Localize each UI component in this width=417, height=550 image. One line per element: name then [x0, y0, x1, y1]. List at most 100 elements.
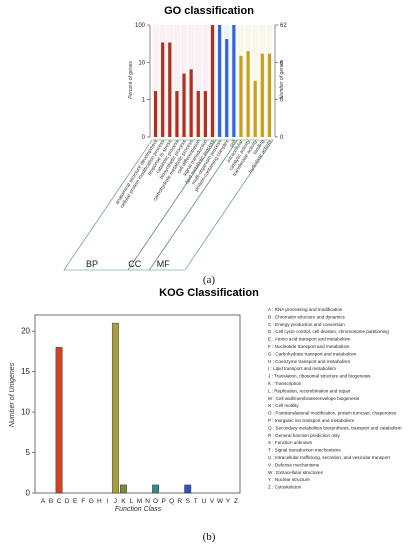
kog-x-tick-label: A — [41, 498, 46, 505]
kog-y-tick-label: 15 — [21, 367, 30, 376]
kog-legend-entry: D : Cell cycle control, cell division, c… — [268, 329, 389, 334]
go-right-tick-label: 0 — [280, 135, 284, 141]
kog-x-tick-label: U — [201, 498, 206, 505]
kog-legend-entry: K : Transcription — [268, 381, 302, 386]
kog-legend-entry: M : Cell wall/membrane/envelope biogenes… — [268, 396, 360, 401]
kog-y-axis-label: Number of Unigenes — [9, 362, 16, 427]
go-category-label: cell — [228, 139, 237, 149]
kog-legend-entry: F : Nucleotide transport and metabolism — [268, 344, 350, 349]
kog-x-tick-label: R — [177, 498, 182, 505]
kog-plot-frame — [34, 314, 241, 494]
go-right-axis-label: Number of genes — [279, 60, 285, 99]
kog-bar — [55, 347, 63, 494]
kog-bar — [111, 322, 119, 494]
kog-x-tick-label: K — [121, 498, 126, 505]
kog-legend-entry: B : Chromatin structure and dynamics — [268, 314, 346, 319]
kog-x-tick-label: T — [194, 498, 198, 505]
go-bar — [225, 39, 229, 137]
caption-a: (a) — [203, 274, 216, 285]
go-right-tick-label: 62 — [280, 23, 287, 29]
kog-legend-entry: V : Defense mechanisms — [268, 462, 320, 467]
go-column-bg — [195, 25, 202, 137]
kog-x-tick-label: O — [153, 498, 158, 505]
kog-x-tick-label: Q — [169, 498, 174, 505]
kog-x-tick-label: Y — [226, 498, 231, 505]
kog-bar — [152, 484, 159, 494]
go-left-tick-label: 1 — [142, 98, 146, 104]
kog-bars — [55, 322, 192, 494]
go-bar — [239, 55, 243, 137]
kog-legend-entry: P : Inorganic ion transport and metaboli… — [268, 418, 354, 423]
go-left-tick-label: 100 — [135, 23, 146, 29]
kog-x-tick-label: V — [210, 498, 215, 505]
kog-legend-entry: Y : Nuclear structure — [268, 477, 310, 482]
kog-legend-entry: G : Carbohydrate transport and metabolis… — [268, 351, 357, 356]
kog-legend-entry: C : Energy production and conversion — [268, 322, 345, 327]
kog-legend-entry: N : Cell motility — [268, 403, 299, 408]
kog-legend-entry: L : Replication, recombination and repai… — [268, 388, 351, 393]
kog-x-tick-label: H — [97, 498, 102, 505]
kog-legend-entry: Q : Secondary metabolites biosynthesis, … — [268, 425, 402, 430]
go-left-tick-label: 0 — [142, 135, 146, 141]
kog-legend: A : RNA processing and modification B : C… — [268, 307, 402, 490]
go-bar — [203, 91, 207, 137]
go-bar — [267, 53, 272, 138]
kog-x-tick-label: J — [114, 498, 117, 505]
kog-x-tick-label: G — [89, 498, 94, 505]
kog-legend-entry: I : Lipid transport and metabolism — [268, 366, 336, 371]
go-bar — [210, 25, 215, 137]
kog-legend-entry: E : Amino acid transport and metabolism — [268, 337, 351, 342]
go-left-axis-label: Percent of genes — [128, 61, 134, 99]
go-column-bg — [202, 25, 209, 137]
go-group-label: CC — [128, 259, 141, 269]
go-bar — [246, 51, 250, 137]
kog-x-tick-label: D — [65, 498, 70, 505]
caption-b: (b) — [203, 531, 216, 543]
kog-y-tick-label: 10 — [21, 408, 30, 417]
kog-x-tick-label: W — [217, 498, 224, 505]
go-group-label: MF — [157, 259, 170, 269]
go-bar — [182, 73, 186, 137]
kog-x-tick-label: M — [137, 498, 142, 505]
kog-legend-entry: W : Extracellular structures — [268, 470, 324, 475]
go-right-ticks: 62 6 0 0 — [275, 23, 287, 141]
go-bars — [152, 25, 273, 138]
go-right-tick-label: 0 — [280, 98, 284, 104]
go-bar — [260, 53, 264, 138]
kog-legend-entry: H : Coenzyme transport and metabolism — [268, 359, 350, 364]
kog-chart: KOG Classification Number of Unigenes Fu… — [9, 287, 402, 543]
kog-legend-entry: Z : Cytoskeleton — [268, 485, 302, 490]
kog-y-tick-label: 0 — [26, 489, 31, 498]
kog-x-tick-label: Z — [234, 498, 238, 505]
kog-legend-entry: A : RNA processing and modification — [268, 307, 343, 312]
go-column-bg — [152, 25, 159, 137]
kog-legend-entry: U : Intracellular trafficking, secretion… — [268, 455, 391, 460]
kog-x-tick-label: P — [161, 498, 165, 505]
kog-axes: 0 5 10 15 20 A B C D E F G H I J K L M N O P Q R S T U V W Y Z — [21, 314, 241, 505]
go-bar — [196, 91, 200, 137]
go-bar — [168, 42, 172, 137]
go-chart: GO classification Percent of genes Numbe… — [63, 5, 287, 285]
kog-x-tick-label: F — [81, 498, 85, 505]
kog-bar — [120, 484, 127, 494]
go-bar — [153, 91, 158, 137]
kog-legend-entry: T : Signal transduction mechanisms — [268, 448, 341, 453]
kog-x-tick-label: L — [130, 498, 134, 505]
kog-x-axis-label: Function Class — [115, 506, 162, 513]
go-bar — [175, 91, 179, 137]
kog-legend-entry: O : Posttranslational modification, prot… — [268, 411, 397, 416]
go-column-bg — [173, 25, 180, 137]
go-group-box — [148, 139, 274, 271]
go-category-labels: anatomical structure developmentcellular… — [114, 138, 273, 209]
kog-x-tick-label: C — [57, 498, 62, 505]
kog-y-tick-label: 5 — [26, 448, 31, 457]
kog-x-tick-label: N — [145, 498, 150, 505]
go-left-tick-label: 10 — [138, 60, 145, 66]
kog-x-tick-label: B — [49, 498, 53, 505]
kog-legend-entry: R : General function prediction only — [268, 433, 340, 438]
kog-legend-entry: S : Function unknown — [268, 440, 313, 445]
kog-y-tick-label: 20 — [21, 327, 30, 336]
go-bar — [253, 80, 257, 137]
go-title: GO classification — [164, 5, 254, 17]
